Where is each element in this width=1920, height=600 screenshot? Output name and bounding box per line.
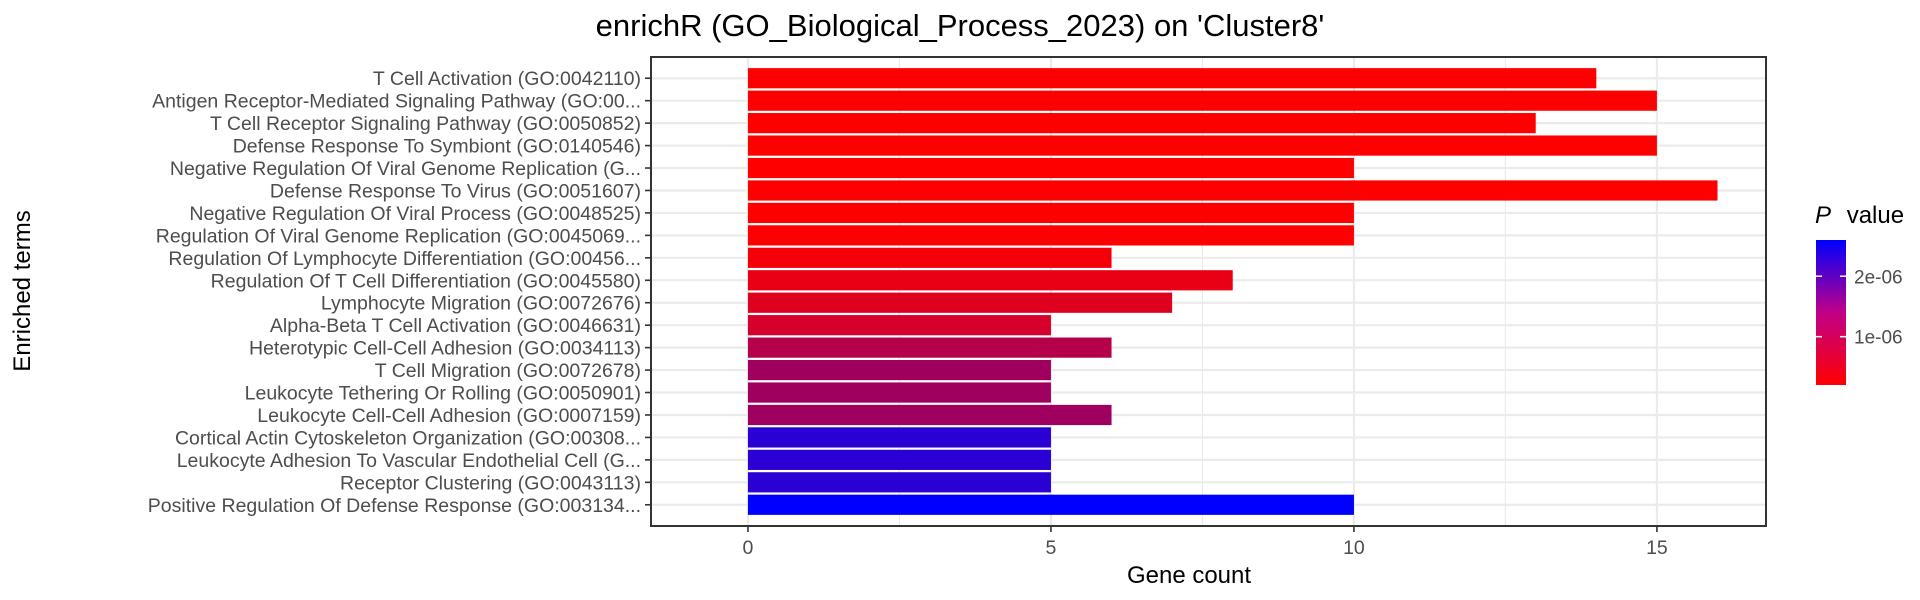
y-tick-label: Lymphocyte Migration (GO:0072676): [321, 293, 641, 315]
legend-tick-label: 1e-06: [1854, 328, 1903, 349]
bars: [747, 68, 1718, 515]
bar: [747, 337, 1112, 358]
x-tick-label: 5: [1046, 537, 1057, 559]
y-axis-title: Enriched terms: [9, 210, 36, 371]
bar: [747, 202, 1354, 224]
legend-colorbar: [1816, 240, 1846, 385]
y-tick-label: Heterotypic Cell-Cell Adhesion (GO:00341…: [249, 338, 641, 360]
y-tick-label: Regulation Of Viral Genome Replication (…: [156, 225, 641, 247]
y-tick-label: Cortical Actin Cytoskeleton Organization…: [175, 427, 641, 449]
bar: [747, 382, 1051, 403]
y-tick-label: Regulation Of T Cell Differentiation (GO…: [211, 270, 641, 292]
y-tick-label: T Cell Migration (GO:0072678): [375, 360, 641, 382]
bar: [747, 135, 1657, 156]
bar: [747, 404, 1112, 426]
y-tick-label: T Cell Receptor Signaling Pathway (GO:00…: [210, 113, 641, 135]
plot-panel-background: [651, 57, 1766, 526]
bar: [747, 68, 1597, 89]
y-tick-label: Negative Regulation Of Viral Genome Repl…: [170, 158, 641, 180]
bar: [747, 113, 1536, 134]
bar: [747, 427, 1051, 448]
y-tick-label: Regulation Of Lymphocyte Differentiation…: [168, 248, 641, 270]
y-tick-label: Positive Regulation Of Defense Response …: [148, 495, 641, 517]
y-tick-label: Leukocyte Tethering Or Rolling (GO:00509…: [245, 383, 641, 405]
x-tick-label: 0: [743, 537, 754, 559]
bar: [747, 315, 1051, 336]
chart-title: enrichR (GO_Biological_Process_2023) on …: [595, 8, 1325, 43]
x-axis-title: Gene count: [1127, 562, 1251, 589]
legend-tick-label: 2e-06: [1854, 267, 1903, 288]
bar: [747, 359, 1051, 381]
bar: [747, 180, 1718, 201]
x-axis: 0 5 10 15: [743, 526, 1668, 559]
legend-title-italic: P: [1815, 202, 1831, 229]
legend-title: P value: [1815, 202, 1904, 229]
bar: [747, 472, 1051, 493]
bar: [747, 225, 1354, 246]
y-tick-label: Antigen Receptor-Mediated Signaling Path…: [152, 91, 641, 113]
x-tick-label: 15: [1646, 537, 1668, 559]
y-tick-label: T Cell Activation (GO:0042110): [373, 68, 641, 90]
legend-ticks: 1e-06 2e-06: [1816, 267, 1903, 349]
plot-panel-border: [650, 56, 1767, 527]
bar: [747, 292, 1173, 313]
y-tick-label: Defense Response To Symbiont (GO:0140546…: [233, 136, 641, 158]
y-tick-label: Receptor Clustering (GO:0043113): [340, 472, 641, 494]
y-axis: T Cell Activation (GO:0042110)Antigen Re…: [148, 68, 651, 517]
bar: [747, 90, 1657, 111]
x-tick-label: 10: [1343, 537, 1365, 559]
y-tick-label: Negative Regulation Of Viral Process (GO…: [189, 203, 641, 225]
legend: P value 1e-06 2e-06: [1815, 202, 1904, 385]
bar: [747, 157, 1354, 179]
bar: [747, 494, 1354, 515]
y-tick-label: Leukocyte Cell-Cell Adhesion (GO:0007159…: [257, 405, 641, 427]
legend-title-text: value: [1847, 202, 1904, 229]
bar: [747, 449, 1051, 470]
y-tick-label: Defense Response To Virus (GO:0051607): [270, 180, 641, 202]
y-tick-label: Alpha-Beta T Cell Activation (GO:0046631…: [270, 315, 641, 337]
bar: [747, 270, 1233, 291]
y-tick-label: Leukocyte Adhesion To Vascular Endotheli…: [177, 450, 641, 472]
bar: [747, 247, 1112, 268]
